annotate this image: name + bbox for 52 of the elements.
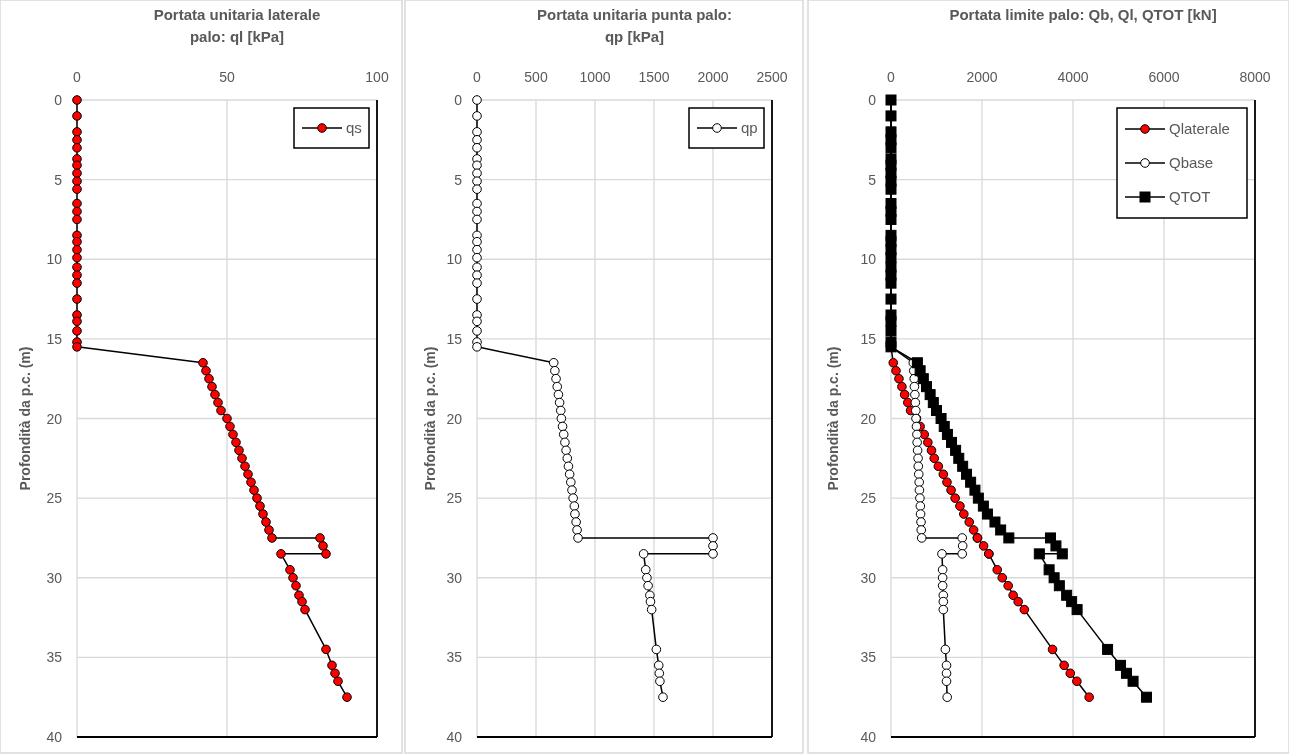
- x-tick-label: 50: [219, 69, 235, 85]
- x-tick-label: 2000: [697, 69, 729, 85]
- y-tick-label: 25: [860, 490, 877, 507]
- y-tick-label: 5: [54, 171, 63, 188]
- x-tick-label: 500: [524, 69, 548, 85]
- x-tick-label: 100: [365, 69, 389, 85]
- y-tick-label: 20: [446, 410, 463, 427]
- y-tick-label: 40: [860, 729, 877, 745]
- y-tick-label: 40: [446, 729, 463, 745]
- y-tick-label: 10: [46, 251, 63, 268]
- legend-label: QTOT: [1169, 188, 1211, 205]
- chart-title: Portata unitaria laterale palo: ql [kPa]: [153, 6, 321, 45]
- y-tick-label: 15: [860, 330, 877, 347]
- y-axis-title: Profondità da p.c. (m): [825, 346, 841, 491]
- y-tick-label: 30: [860, 569, 877, 586]
- x-tick-label: 2000: [966, 69, 998, 85]
- legend-label: qp: [741, 119, 758, 136]
- y-tick-label: 35: [860, 649, 877, 666]
- chart-title: Portata limite palo: Qb, Ql, QTOT [kN]: [949, 6, 1217, 23]
- y-tick-label: 35: [446, 649, 463, 666]
- y-tick-label: 25: [46, 490, 63, 507]
- legend-label: Qlaterale: [1169, 120, 1230, 137]
- y-tick-label: 30: [446, 569, 463, 586]
- y-tick-label: 5: [454, 171, 463, 188]
- x-tick-label: 2500: [756, 69, 788, 85]
- y-axis-title: Profondità da p.c. (m): [422, 346, 438, 491]
- x-tick-label: 0: [887, 69, 896, 85]
- y-tick-label: 15: [446, 330, 463, 347]
- y-tick-label: 0: [868, 92, 877, 108]
- x-tick-label: 1000: [579, 69, 611, 85]
- x-tick-label: 0: [73, 69, 82, 85]
- y-tick-label: 0: [54, 92, 63, 108]
- chart-title: Portata unitaria punta palo: qp [kPa]: [536, 6, 733, 45]
- legend-label: Qbase: [1169, 154, 1214, 171]
- y-tick-label: 15: [46, 330, 63, 347]
- y-tick-label: 35: [46, 649, 63, 666]
- y-tick-label: 25: [446, 490, 463, 507]
- legend-label: qs: [346, 119, 362, 136]
- y-tick-label: 20: [46, 410, 63, 427]
- y-tick-label: 10: [860, 251, 877, 268]
- x-tick-label: 1500: [638, 69, 670, 85]
- x-tick-label: 4000: [1057, 69, 1089, 85]
- x-tick-label: 6000: [1148, 69, 1180, 85]
- y-tick-label: 40: [46, 729, 63, 745]
- y-tick-label: 20: [860, 410, 877, 427]
- x-tick-label: 8000: [1239, 69, 1271, 85]
- y-tick-label: 5: [868, 171, 877, 188]
- y-tick-label: 0: [454, 92, 463, 108]
- x-tick-label: 0: [473, 69, 482, 85]
- y-tick-label: 10: [446, 251, 463, 268]
- y-tick-label: 30: [46, 569, 63, 586]
- y-axis-title: Profondità da p.c. (m): [17, 346, 33, 491]
